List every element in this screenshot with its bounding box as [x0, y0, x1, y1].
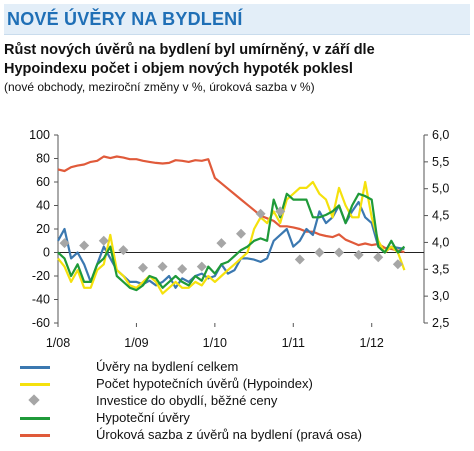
series-line-hypoindex-count [57, 180, 406, 295]
series-marker-dwelling-investment [98, 235, 109, 246]
left-tick-label: 100 [29, 128, 50, 142]
left-tick-label: -40 [32, 293, 50, 307]
chart-axes: 100 80 60 40 20 0 -20 -40 -60 6,0 5,5 5,0 4,5 4,0 3,5 3… [29, 128, 449, 350]
x-tick-label: 1/12 [360, 336, 384, 350]
legend-swatch [20, 383, 50, 386]
left-tick-label: 20 [36, 222, 50, 236]
banner-title: NOVÉ ÚVĚRY NA BYDLENÍ [7, 9, 243, 29]
series-line-housing-loans-total [57, 200, 405, 289]
series-marker-dwelling-investment [157, 261, 168, 272]
chart-subtitle: Růst nových úvěrů na bydlení byl umírněn… [4, 41, 470, 79]
series-marker-dwelling-investment [373, 252, 384, 263]
series-marker-dwelling-investment [392, 259, 403, 270]
chart-note: (nové obchody, meziroční změny v %, úrok… [4, 80, 315, 94]
left-tick-label: 80 [36, 152, 50, 166]
legend-swatch [20, 434, 50, 437]
right-tick-label: 4,0 [432, 235, 449, 249]
series-marker-dwelling-investment [118, 245, 129, 256]
left-tick-label: 0 [43, 246, 50, 260]
series-marker-dwelling-investment [216, 238, 227, 249]
legend-item: Úroková sazba z úvěrů na bydlení (pravá … [20, 427, 460, 443]
series-marker-dwelling-investment [196, 261, 207, 272]
legend-item: Investice do obydlí, běžné ceny [20, 393, 460, 409]
legend-diamond-icon [28, 394, 40, 406]
chart-series [57, 155, 406, 295]
legend-swatch [20, 366, 50, 369]
series-marker-dwelling-investment [275, 206, 286, 217]
series-line-interest-rate [57, 155, 405, 254]
subtitle-line-1: Růst nových úvěrů na bydlení byl umírněn… [4, 42, 375, 58]
legend-item: Počet hypotečních úvěrů (Hypoindex) [20, 376, 460, 392]
right-tick-label: 2,5 [432, 316, 449, 330]
series-marker-dwelling-investment [59, 238, 70, 249]
series-marker-dwelling-investment [177, 263, 188, 274]
series-line-mortgage-loans [57, 192, 406, 292]
subtitle-line-2: Hypoindexu počet i objem nových hypoték … [4, 61, 353, 77]
legend-label: Investice do obydlí, běžné ceny [96, 393, 278, 408]
series-marker-dwelling-investment [236, 228, 246, 239]
x-tick-label: 1/09 [124, 336, 148, 350]
series-marker-dwelling-investment [255, 208, 266, 219]
legend-label: Počet hypotečních úvěrů (Hypoindex) [96, 376, 313, 391]
right-tick-label: 4,5 [432, 209, 449, 223]
series-marker-dwelling-investment [79, 240, 90, 251]
x-tick-label: 1/10 [203, 336, 227, 350]
legend-item: Úvěry na bydlení celkem [20, 359, 460, 375]
legend-label: Úvěry na bydlení celkem [96, 359, 239, 374]
right-tick-label: 3,5 [432, 262, 449, 276]
x-tick-label: 1/08 [46, 336, 70, 350]
left-tick-label: 60 [36, 175, 50, 189]
series-marker-dwelling-investment [314, 247, 325, 258]
right-tick-label: 5,0 [432, 182, 449, 196]
series-marker-dwelling-investment [294, 254, 305, 265]
left-tick-label: -60 [32, 316, 50, 330]
legend-label: Hypoteční úvěry [96, 410, 190, 425]
banner: NOVÉ ÚVĚRY NA BYDLENÍ [4, 4, 470, 35]
series-marker-dwelling-investment [353, 249, 364, 260]
series-marker-dwelling-investment [334, 247, 345, 258]
left-tick-label: 40 [36, 199, 50, 213]
right-tick-label: 3,0 [432, 289, 449, 303]
right-tick-label: 5,5 [432, 155, 449, 169]
legend-item: Hypoteční úvěry [20, 410, 460, 426]
series-marker-dwelling-investment [137, 262, 148, 273]
legend-swatch [20, 417, 50, 420]
right-tick-label: 6,0 [432, 128, 449, 142]
legend-label: Úroková sazba z úvěrů na bydlení (pravá … [96, 427, 362, 442]
x-tick-label: 1/11 [282, 336, 305, 350]
left-tick-label: -20 [32, 269, 50, 283]
